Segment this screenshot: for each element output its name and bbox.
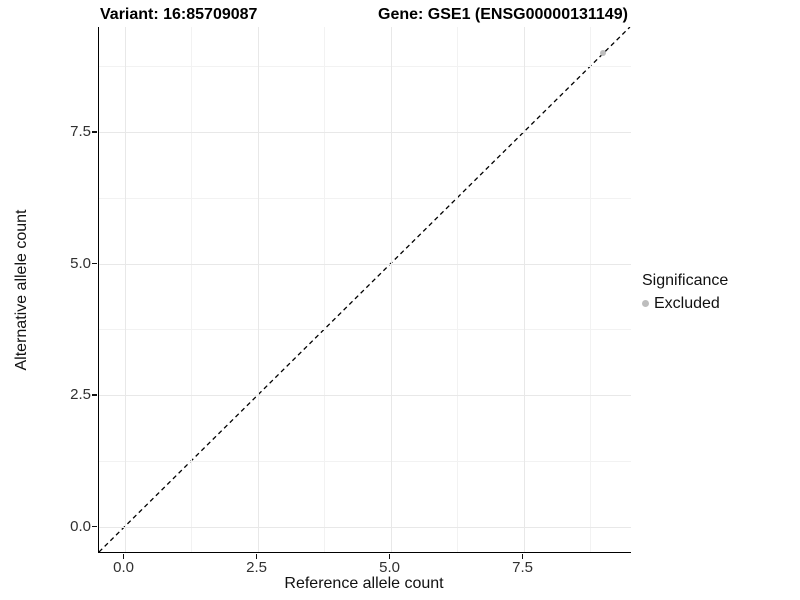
y-tick-mark xyxy=(91,394,97,396)
gridline-major-vertical xyxy=(257,27,259,552)
gridline-major-vertical xyxy=(124,27,126,552)
gridline-major-horizontal xyxy=(99,263,631,265)
gridline-minor-vertical xyxy=(191,27,193,552)
y-tick-label: 0.0 xyxy=(70,517,91,535)
variant-title: Variant: 16:85709087 xyxy=(100,6,258,23)
x-tick-mark xyxy=(388,553,391,559)
x-tick-mark xyxy=(255,553,258,559)
gridline-minor-vertical xyxy=(590,27,592,552)
y-tick-label: 7.5 xyxy=(70,123,91,141)
y-tick-label: 5.0 xyxy=(70,254,91,272)
legend: Significance Excluded xyxy=(642,271,728,313)
y-axis-title: Alternative allele count xyxy=(13,209,30,371)
gridline-major-vertical xyxy=(523,27,525,552)
gridline-major-vertical xyxy=(390,27,392,552)
legend-circle-icon xyxy=(642,300,649,307)
x-axis-title: Reference allele count xyxy=(284,575,444,592)
x-tick-mark xyxy=(122,553,125,559)
identity-line xyxy=(99,27,631,552)
gridline-minor-horizontal xyxy=(99,460,631,462)
plot-panel xyxy=(98,27,631,553)
gridline-major-horizontal xyxy=(99,526,631,528)
y-tick-label: 2.5 xyxy=(70,386,91,404)
legend-item-label: Excluded xyxy=(654,295,720,312)
legend-item-excluded: Excluded xyxy=(642,294,728,313)
x-tick-label: 0.0 xyxy=(113,559,134,576)
gridline-minor-vertical xyxy=(457,27,459,552)
gridline-major-horizontal xyxy=(99,395,631,397)
y-tick-mark xyxy=(91,262,97,265)
x-tick-label: 2.5 xyxy=(246,559,267,576)
gene-title: Gene: GSE1 (ENSG00000131149) xyxy=(378,6,628,23)
x-tick-label: 5.0 xyxy=(379,559,400,576)
gridline-minor-horizontal xyxy=(99,66,631,68)
y-tick-mark xyxy=(91,131,97,133)
gridline-minor-vertical xyxy=(324,27,326,552)
gridline-minor-horizontal xyxy=(99,197,631,199)
x-tick-mark xyxy=(521,553,524,559)
gridline-minor-horizontal xyxy=(99,329,631,331)
legend-title: Significance xyxy=(642,272,729,289)
y-tick-mark xyxy=(91,525,97,528)
x-tick-label: 7.5 xyxy=(512,559,533,576)
data-point-excluded xyxy=(600,50,607,57)
gridline-major-horizontal xyxy=(99,132,631,134)
